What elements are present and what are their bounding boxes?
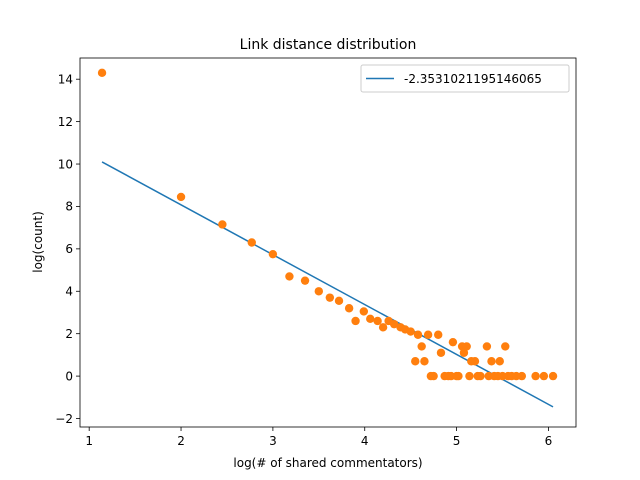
data-point: [366, 314, 375, 324]
data-point: [470, 357, 480, 366]
data-point: [344, 304, 354, 313]
data-point: [359, 307, 369, 316]
data-point: [420, 357, 429, 366]
legend-box: [360, 64, 570, 93]
data-point: [465, 371, 474, 381]
data-point: [462, 342, 471, 351]
x-tick-label: 4: [361, 434, 369, 448]
data-point: [97, 68, 107, 78]
x-tick-label: 3: [269, 434, 277, 448]
data-point: [434, 330, 443, 339]
x-axis-ticks: 1 2 3 4 5 6: [85, 427, 552, 448]
data-point: [268, 249, 278, 259]
data-point: [417, 342, 426, 351]
data-point: [176, 192, 186, 202]
data-point: [300, 276, 310, 285]
data-point: [548, 371, 558, 381]
data-point: [351, 316, 360, 326]
y-tick-label: 0: [65, 369, 73, 383]
chart-title: Link distance distribution: [240, 37, 417, 53]
data-point: [539, 371, 549, 381]
data-point: [487, 357, 496, 366]
legend: -2.3531021195146065: [360, 64, 570, 93]
data-point: [247, 238, 256, 247]
x-tick-label: 6: [545, 434, 553, 448]
data-point: [501, 342, 510, 351]
data-point: [406, 327, 415, 336]
y-tick-label: 2: [65, 327, 73, 341]
data-point: [495, 357, 504, 366]
y-tick-label: 12: [58, 115, 73, 129]
data-point: [389, 319, 399, 329]
y-tick-label: 10: [58, 157, 73, 171]
data-point: [373, 316, 382, 326]
y-axis-ticks: −2 0 2 4 6 8 10 12 14: [55, 73, 80, 426]
legend-label-fit-line: -2.3531021195146065: [404, 72, 542, 86]
data-point: [413, 330, 423, 339]
fit-line: [101, 161, 554, 408]
data-point: [436, 348, 446, 357]
y-tick-label: 8: [65, 200, 73, 214]
y-axis-title: log(count): [31, 211, 45, 273]
y-tick-label: 6: [65, 242, 73, 256]
data-point: [334, 296, 344, 306]
data-point: [411, 357, 420, 366]
data-point: [476, 371, 485, 381]
data-point: [531, 371, 540, 381]
x-axis-title: log(# of shared commentators): [233, 456, 422, 470]
data-point: [285, 272, 294, 281]
y-tick-label: −2: [55, 412, 73, 426]
fit-line-layer: [101, 161, 554, 408]
data-point: [314, 287, 324, 296]
data-point: [517, 371, 527, 381]
data-point: [325, 293, 335, 302]
data-point: [482, 342, 492, 351]
data-point: [459, 348, 469, 357]
x-tick-label: 5: [453, 434, 461, 448]
data-points: [97, 68, 558, 381]
axes-frame: [79, 57, 577, 428]
data-point: [218, 220, 227, 229]
y-tick-label: 4: [65, 285, 73, 299]
y-tick-label: 14: [58, 73, 73, 87]
data-point: [454, 371, 463, 381]
data-point: [429, 371, 438, 381]
data-point: [448, 337, 458, 347]
x-tick-label: 2: [177, 434, 185, 448]
data-point: [423, 330, 433, 339]
x-tick-label: 1: [85, 434, 93, 448]
data-point: [378, 323, 388, 332]
